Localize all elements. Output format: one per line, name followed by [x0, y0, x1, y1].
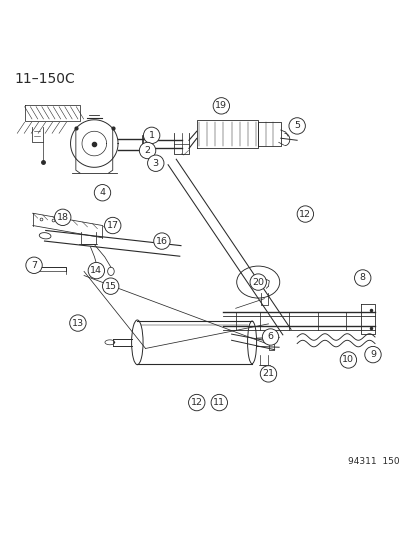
Text: 7: 7 — [31, 261, 37, 270]
Text: 9: 9 — [369, 350, 375, 359]
Text: 12: 12 — [299, 209, 311, 219]
Text: 2: 2 — [144, 146, 150, 155]
Text: 12: 12 — [190, 398, 202, 407]
Circle shape — [104, 217, 121, 233]
Text: 11: 11 — [213, 398, 225, 407]
Circle shape — [94, 184, 110, 201]
Circle shape — [260, 366, 276, 382]
Circle shape — [153, 233, 170, 249]
Text: 4: 4 — [99, 188, 105, 197]
Circle shape — [147, 155, 164, 172]
Text: 15: 15 — [104, 281, 116, 290]
Circle shape — [288, 118, 305, 134]
Text: 11–150C: 11–150C — [14, 72, 75, 86]
Circle shape — [26, 257, 42, 273]
Circle shape — [339, 352, 356, 368]
Text: 13: 13 — [72, 319, 84, 328]
Text: 10: 10 — [342, 356, 354, 365]
Circle shape — [143, 127, 159, 143]
Circle shape — [249, 274, 266, 290]
Text: 8: 8 — [359, 273, 365, 282]
Circle shape — [262, 329, 278, 345]
Circle shape — [88, 262, 104, 279]
Text: 14: 14 — [90, 266, 102, 275]
Text: 3: 3 — [152, 159, 159, 168]
Text: 5: 5 — [294, 122, 299, 131]
Circle shape — [364, 346, 380, 363]
Circle shape — [354, 270, 370, 286]
Circle shape — [188, 394, 204, 411]
Circle shape — [297, 206, 313, 222]
Circle shape — [102, 278, 119, 294]
Circle shape — [213, 98, 229, 114]
Text: 19: 19 — [215, 101, 227, 110]
Text: 21: 21 — [262, 369, 274, 378]
Circle shape — [139, 142, 155, 159]
Text: 6: 6 — [267, 333, 273, 342]
Text: 94311  150: 94311 150 — [347, 457, 399, 466]
Text: 20: 20 — [252, 278, 263, 287]
Circle shape — [211, 394, 227, 411]
Text: 1: 1 — [148, 131, 154, 140]
Text: 16: 16 — [156, 237, 168, 246]
Circle shape — [55, 209, 71, 225]
Circle shape — [69, 315, 86, 331]
Text: 17: 17 — [107, 221, 119, 230]
Text: 18: 18 — [57, 213, 69, 222]
